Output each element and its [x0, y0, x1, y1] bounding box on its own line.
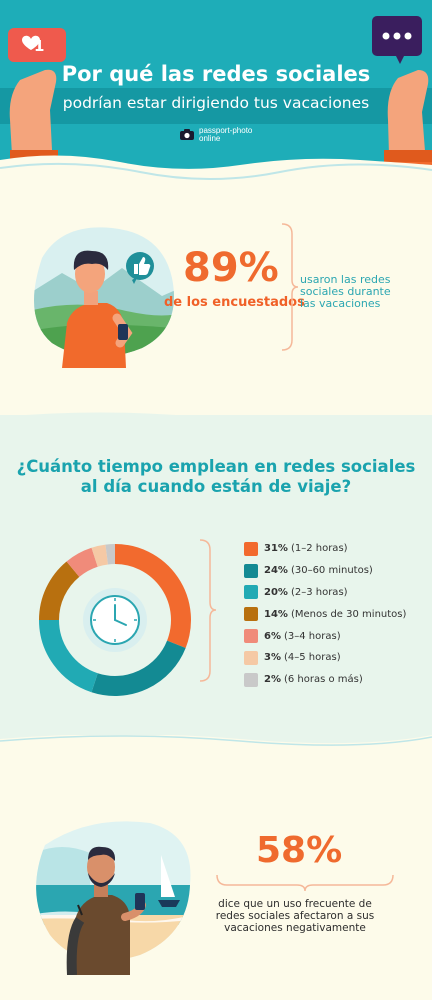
legend-value: 14%: [264, 608, 288, 620]
legend-value: 31%: [264, 543, 288, 555]
legend-swatch: [244, 607, 258, 622]
stat-label-89: de los encuestados: [164, 295, 305, 310]
legend-swatch: [244, 629, 258, 644]
legend-label: (2–3 horas): [290, 586, 348, 598]
legend-item: 31% (1–2 horas): [244, 538, 406, 560]
bracket-divider: [281, 223, 299, 351]
legend-value: 3%: [264, 652, 281, 664]
legend-label: (6 horas o más): [283, 674, 363, 686]
brand-logo-text: passport-photo online: [199, 126, 253, 143]
legend-label: (1–2 horas): [290, 543, 348, 555]
legend-value: 6%: [264, 630, 281, 642]
legend-label: (Menos de 30 minutos): [290, 608, 407, 620]
thumbs-up-icon: [134, 257, 151, 275]
legend-value: 24%: [264, 565, 288, 577]
legend-swatch: [244, 585, 258, 600]
clock-icon: [90, 595, 140, 645]
heart-icon: [22, 35, 40, 50]
donut-slice-1: [114, 544, 191, 648]
header-banner: 1 Por qué las redes sociales podrían est…: [0, 0, 432, 190]
donut-slice-7: [105, 544, 116, 565]
question-heading: ¿Cuánto tiempo emplean en redes sociales…: [16, 457, 416, 496]
legend-swatch: [244, 563, 258, 578]
section-wave: [0, 412, 432, 429]
legend-value: 2%: [264, 674, 281, 686]
legend-label: (4–5 horas): [283, 652, 341, 664]
legend-item: 20% (2–3 horas): [244, 582, 406, 604]
legend-swatch: [244, 650, 258, 665]
stat-value-58: 58%: [256, 830, 343, 871]
stat-section-58: 58% dice que un uso frecuente de redes s…: [0, 729, 432, 1000]
donut-slice-2: [91, 640, 186, 696]
donut-slice-5: [66, 547, 99, 578]
legend-item: 24% (30–60 minutos): [244, 560, 406, 582]
donut-chart: [39, 544, 191, 696]
page-title-line1: Por qué las redes sociales: [61, 62, 371, 86]
legend-value: 20%: [264, 586, 288, 598]
legend-swatch: [244, 672, 258, 687]
notification-count: 1: [34, 37, 45, 55]
legend-label: (30–60 minutos): [290, 565, 373, 577]
stat-description-89: usaron las redes sociales durante las va…: [300, 273, 391, 310]
stat-description-58: dice que un uso frecuente de redes socia…: [215, 898, 375, 934]
legend-item: 14% (Menos de 30 minutos): [244, 603, 406, 625]
page-title-line2: podrían estar dirigiendo tus vacaciones: [62, 94, 370, 112]
donut-slice-3: [39, 619, 99, 693]
legend-item: 3% (4–5 horas): [244, 647, 406, 669]
stat-section-89: 89% de los encuestados usaron las redes …: [0, 190, 432, 415]
section-wave-2: [0, 729, 432, 746]
stat-value-89: 89%: [183, 245, 279, 291]
legend-item: 2% (6 horas o más): [244, 669, 406, 691]
man-with-phone-illustration: [34, 227, 174, 368]
chart-legend: 31% (1–2 horas) 24% (30–60 minutos) 20% (2–3 …: [244, 538, 406, 691]
camera-icon: [180, 129, 194, 140]
legend-swatch: [244, 541, 258, 556]
bracket-divider-3: [216, 874, 394, 892]
legend-item: 6% (3–4 horas): [244, 625, 406, 647]
header-illustration: [0, 16, 432, 190]
donut-slice-4: [39, 561, 80, 621]
traveler-beach-illustration: [36, 821, 191, 975]
legend-label: (3–4 horas): [283, 630, 341, 642]
donut-slice-6: [91, 544, 109, 567]
time-spent-section: ¿Cuánto tiempo emplean en redes sociales…: [0, 412, 432, 735]
bracket-divider-2: [199, 539, 217, 682]
